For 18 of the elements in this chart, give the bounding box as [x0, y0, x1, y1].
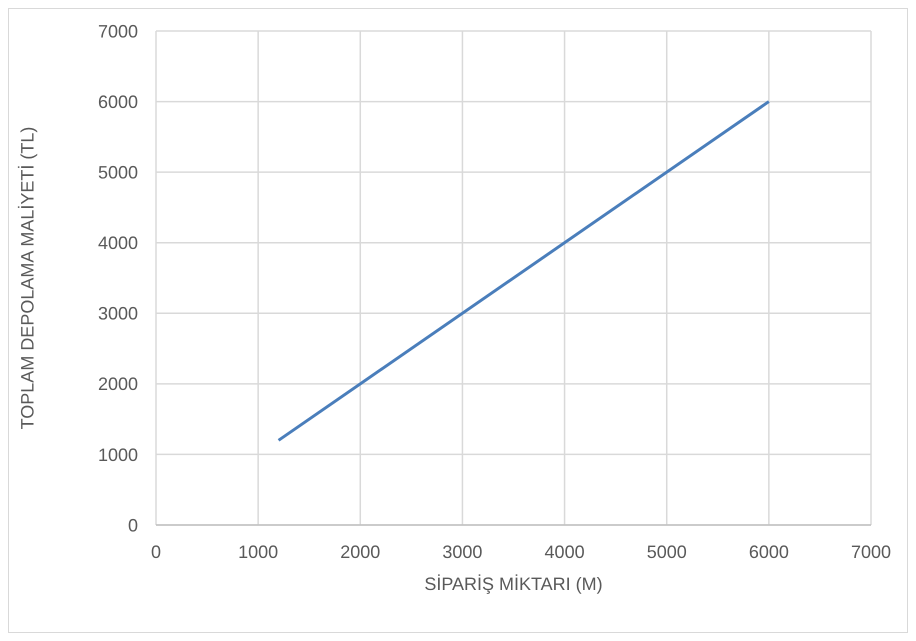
y-axis-title: TOPLAM DEPOLAMA MALİYETİ (TL) — [17, 126, 38, 430]
y-tick-label: 1000 — [98, 444, 138, 465]
x-tick-label: 2000 — [340, 542, 380, 562]
x-tick-label: 0 — [150, 542, 162, 562]
y-tick-label: 4000 — [98, 233, 138, 254]
y-tick-label: 5000 — [98, 162, 138, 183]
x-tick-label: 5000 — [646, 542, 687, 562]
x-tick-label: 6000 — [748, 542, 789, 562]
y-tick-label: 0 — [128, 515, 138, 536]
y-tick-label: 6000 — [98, 92, 138, 112]
y-tick-label: 7000 — [98, 21, 138, 42]
y-tick-label: 2000 — [98, 374, 138, 394]
y-tick-label: 3000 — [98, 304, 138, 324]
x-tick-label: 3000 — [442, 542, 482, 562]
x-tick-label: 4000 — [544, 542, 585, 562]
x-tick-label: 1000 — [238, 542, 278, 562]
x-tick-label: 7000 — [850, 542, 892, 562]
x-axis-title: SİPARİŞ MİKTARI (M) — [424, 574, 603, 594]
